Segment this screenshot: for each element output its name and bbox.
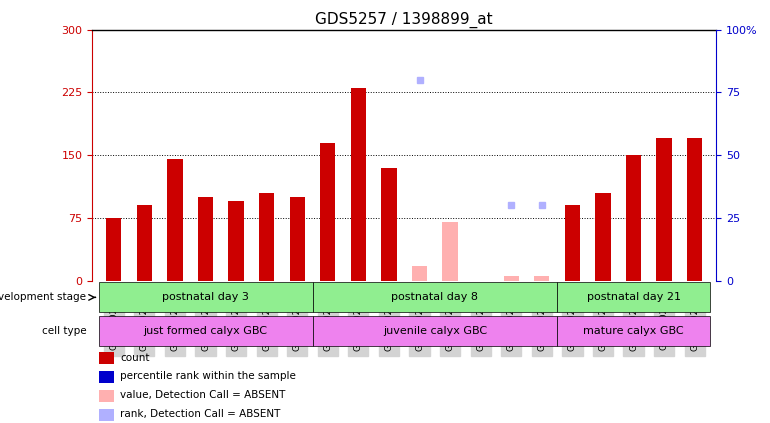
Text: percentile rank within the sample: percentile rank within the sample xyxy=(120,371,296,382)
Bar xyxy=(687,138,702,280)
Bar xyxy=(657,138,671,280)
Bar xyxy=(534,277,550,280)
FancyBboxPatch shape xyxy=(313,316,557,346)
FancyBboxPatch shape xyxy=(557,316,710,346)
Text: just formed calyx GBC: just formed calyx GBC xyxy=(143,326,267,336)
Text: postnatal day 8: postnatal day 8 xyxy=(391,292,478,302)
Bar xyxy=(381,168,397,280)
Text: mature calyx GBC: mature calyx GBC xyxy=(583,326,684,336)
FancyBboxPatch shape xyxy=(313,282,557,313)
FancyBboxPatch shape xyxy=(557,282,710,313)
Text: juvenile calyx GBC: juvenile calyx GBC xyxy=(383,326,487,336)
Bar xyxy=(626,155,641,280)
Text: count: count xyxy=(120,353,150,363)
Text: rank, Detection Call = ABSENT: rank, Detection Call = ABSENT xyxy=(120,409,281,419)
Bar xyxy=(99,371,114,383)
Bar xyxy=(229,201,244,280)
Bar xyxy=(99,352,114,364)
Bar xyxy=(99,390,114,402)
Text: postnatal day 3: postnatal day 3 xyxy=(162,292,249,302)
Bar xyxy=(290,197,305,280)
Bar xyxy=(443,222,457,280)
Bar xyxy=(99,409,114,420)
Bar xyxy=(351,88,366,280)
Bar xyxy=(564,205,580,280)
Bar xyxy=(137,205,152,280)
Bar xyxy=(595,193,611,280)
Text: postnatal day 21: postnatal day 21 xyxy=(587,292,681,302)
Text: development stage: development stage xyxy=(0,292,86,302)
Bar xyxy=(504,277,519,280)
Bar xyxy=(412,266,427,280)
Text: cell type: cell type xyxy=(42,326,86,336)
FancyBboxPatch shape xyxy=(99,316,313,346)
Title: GDS5257 / 1398899_at: GDS5257 / 1398899_at xyxy=(316,12,493,28)
Bar xyxy=(167,159,182,280)
Text: value, Detection Call = ABSENT: value, Detection Call = ABSENT xyxy=(120,390,286,400)
Bar xyxy=(259,193,274,280)
Bar xyxy=(198,197,213,280)
Bar xyxy=(320,143,336,280)
Bar xyxy=(106,218,122,280)
FancyBboxPatch shape xyxy=(99,282,313,313)
